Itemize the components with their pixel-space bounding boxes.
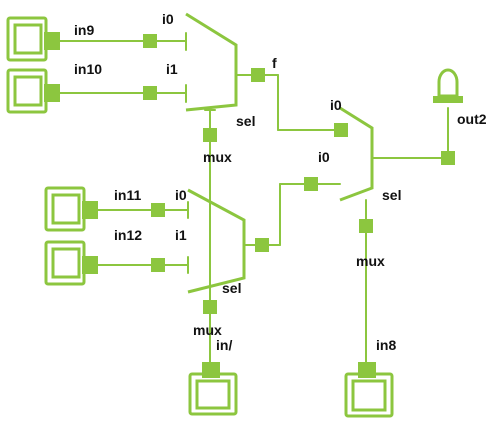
label-top-sel: sel [236, 113, 255, 129]
pin-bottom-i1[interactable] [151, 258, 165, 272]
label-bottom-sel: sel [222, 280, 241, 296]
pins [143, 34, 455, 314]
label-bottom-i1: i1 [175, 227, 187, 243]
mux-right-body [339, 106, 374, 202]
label-right-mux: mux [356, 253, 385, 269]
input-port-in8[interactable] [344, 362, 394, 418]
wires [57, 40, 449, 373]
input-port-in9[interactable] [6, 16, 60, 62]
label-top-i1: i1 [166, 61, 178, 77]
mux-bottom [187, 188, 246, 294]
pin-top-sel[interactable] [203, 128, 217, 142]
label-in11: in11 [114, 187, 141, 203]
label-bottom-mux: mux [193, 322, 222, 338]
label-right-i0-top: i0 [330, 97, 342, 113]
label-right-i0-bottom: i0 [318, 149, 330, 165]
input-port-in10[interactable] [6, 68, 60, 114]
pin-top-i1[interactable] [143, 86, 157, 100]
label-in10: in10 [74, 61, 102, 77]
pin-out2[interactable] [441, 151, 455, 165]
input-port-in11[interactable] [44, 186, 98, 232]
label-top-f: f [272, 55, 277, 71]
label-bottom-i0: i0 [175, 187, 187, 203]
labels: in9 in10 in11 in12 in/ in8 out2 i0 i1 f … [74, 11, 487, 353]
output-port-out2[interactable] [433, 68, 463, 103]
mux-top [185, 12, 238, 112]
label-right-sel: sel [382, 187, 401, 203]
pin-right-sel[interactable] [359, 219, 373, 233]
mux-top-body [185, 12, 238, 112]
pin-bottom-sel[interactable] [203, 300, 217, 314]
label-in8: in8 [376, 337, 396, 353]
pin-bottom-out[interactable] [255, 238, 269, 252]
pin-right-i0-bottom[interactable] [304, 177, 318, 191]
led-icon [437, 68, 459, 98]
label-in7: in/ [216, 337, 232, 353]
pin-top-i0[interactable] [143, 34, 157, 48]
label-top-mux: mux [203, 149, 232, 165]
pin-f[interactable] [251, 68, 265, 82]
pin-right-i0-top[interactable] [334, 123, 348, 137]
mux-bottom-body [187, 188, 246, 294]
label-top-i0: i0 [162, 11, 174, 27]
input-port-in7[interactable] [188, 362, 238, 416]
mux-right [339, 106, 374, 202]
label-in12: in12 [114, 227, 142, 243]
label-in9: in9 [74, 22, 94, 38]
input-port-in12[interactable] [44, 240, 98, 286]
label-out2: out2 [457, 111, 487, 127]
pin-bottom-i0[interactable] [151, 203, 165, 217]
